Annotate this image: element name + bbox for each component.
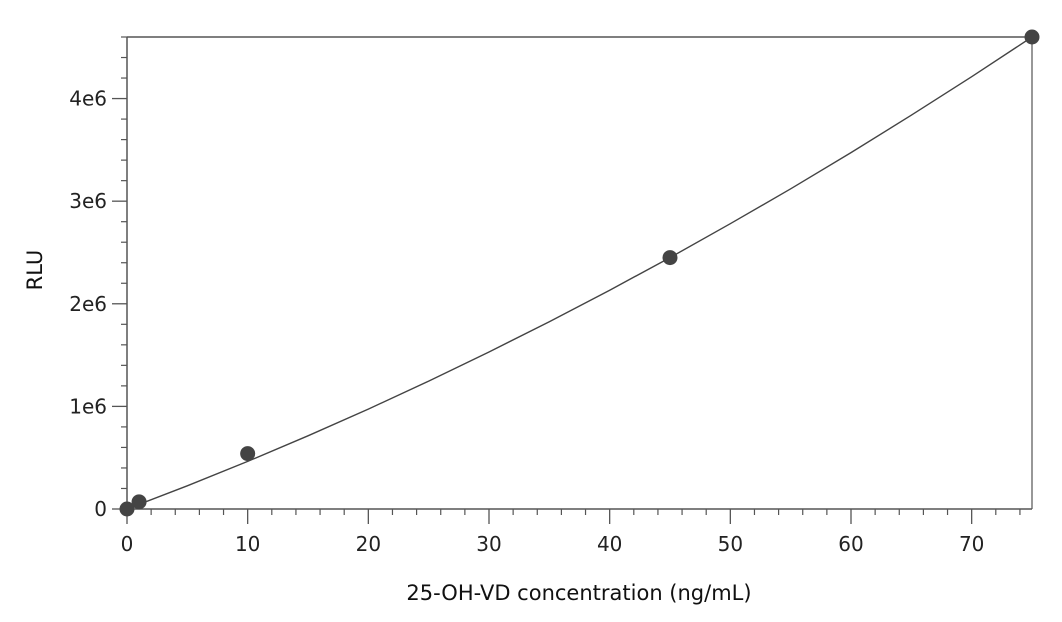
y-tick-label: 3e6: [69, 189, 107, 213]
x-tick-label: 70: [959, 532, 984, 556]
data-point: [1024, 29, 1040, 45]
x-axis-title: 25-OH-VD concentration (ng/mL): [406, 581, 751, 605]
x-tick-label: 10: [235, 532, 260, 556]
x-tick-label: 40: [597, 532, 622, 556]
data-point: [131, 494, 147, 510]
data-point: [119, 501, 135, 517]
x-tick-label: 60: [838, 532, 863, 556]
x-tick-label: 20: [356, 532, 381, 556]
y-axis: 0 1e6 2e6 3e6 4e6: [69, 36, 128, 521]
y-axis-title: RLU: [23, 250, 47, 291]
y-tick-label: 4e6: [69, 87, 107, 111]
y-tick-label: 1e6: [69, 394, 107, 418]
x-tick-label: 0: [121, 532, 134, 556]
fitted-curve: [126, 36, 1033, 510]
y-tick-label: 0: [94, 497, 107, 521]
x-axis: 0 10 20 30 40 50 60 70: [121, 508, 1032, 556]
x-tick-label: 50: [718, 532, 743, 556]
plot-frame: [127, 36, 1033, 509]
data-point: [662, 250, 678, 266]
y-tick-label: 2e6: [69, 292, 107, 316]
data-point: [240, 446, 256, 462]
x-tick-label: 30: [476, 532, 501, 556]
data-points: [119, 29, 1040, 517]
